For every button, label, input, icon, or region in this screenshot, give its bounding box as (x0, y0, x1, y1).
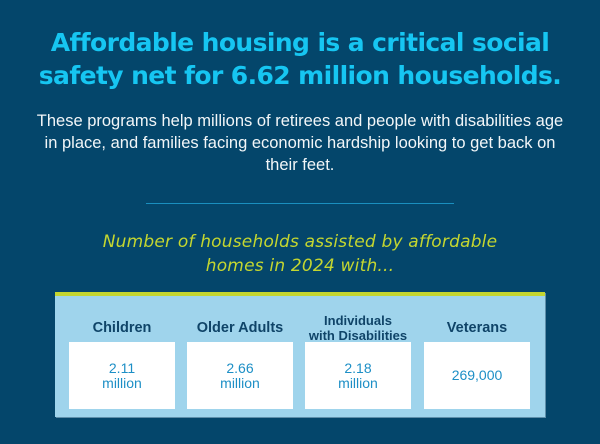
stat-value: 2.66 (226, 359, 254, 376)
headline-line-2: safety net for 6.62 million households. (38, 61, 562, 90)
stat-unit: million (102, 374, 142, 391)
stat-veterans: Veterans 269,000 (424, 296, 530, 417)
stat-individuals-with-disabilities: Individuals with Disabilities 2.18 milli… (305, 296, 411, 417)
divider (146, 203, 454, 204)
stat-label: Veterans (446, 319, 508, 336)
stat-value-card: 269,000 (424, 342, 530, 409)
stat-children: Children 2.11 million (69, 296, 175, 417)
stats-panel: Children 2.11 million Older Adults 2.66 … (55, 292, 545, 417)
stat-value-card: 2.11 million (69, 342, 175, 409)
stat-unit: million (338, 374, 378, 391)
stat-value: 269,000 (451, 367, 503, 383)
stat-label-line-2: with Disabilities (308, 328, 408, 343)
stat-value: 2.11 (108, 359, 136, 376)
section-title-line-2: homes in 2024 with... (205, 256, 395, 276)
stat-label-line-1: Individuals (324, 313, 392, 328)
stat-label: Individuals with Disabilities (295, 310, 421, 346)
stat-value-card: 2.66 million (187, 342, 293, 409)
section-title: Number of households assisted by afforda… (0, 230, 600, 278)
intro-paragraph: These programs help millions of retirees… (36, 112, 564, 174)
stat-value-card: 2.18 million (305, 342, 411, 409)
stat-label: Children (92, 319, 152, 336)
stat-value: 2.18 (344, 359, 372, 376)
headline-line-1: Affordable housing is a critical social (50, 28, 550, 57)
headline: Affordable housing is a critical social … (0, 26, 600, 92)
section-title-line-1: Number of households assisted by afforda… (102, 232, 498, 252)
stat-older-adults: Older Adults 2.66 million (187, 296, 293, 417)
stat-label: Older Adults (196, 319, 284, 336)
stat-unit: million (220, 374, 260, 391)
